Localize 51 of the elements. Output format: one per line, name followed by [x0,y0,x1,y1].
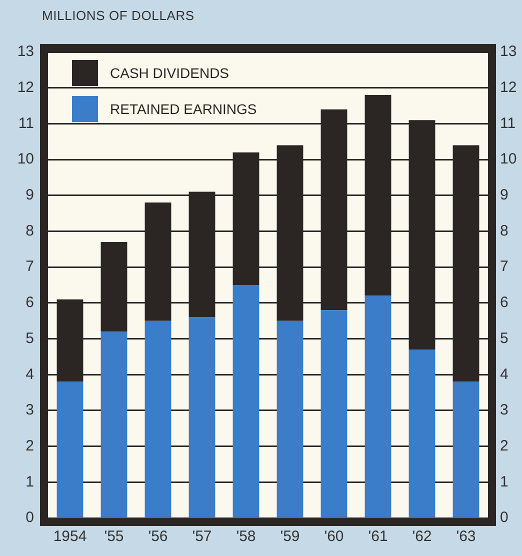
bar [452,382,480,518]
legend-label: RETAINED EARNINGS [110,100,257,117]
y-tick-label: 11 [18,114,34,132]
y-tick-label: 1 [26,473,34,490]
y-tick-label: 2 [26,437,34,454]
x-tick-label: '59 [280,528,300,546]
y-tick-label: 0 [26,509,34,526]
y-tick-label: 13 [17,43,34,60]
y-tick-label: 3 [26,402,34,419]
x-tick-label: 1954 [53,528,87,546]
y2-tick-label: 12 [500,78,517,96]
y2-tick-label: 0 [500,509,508,526]
bar [144,320,172,518]
y-tick-label: 12 [17,78,34,96]
bar [100,332,128,518]
x-tick-label: '58 [236,528,256,546]
bar [276,320,304,518]
x-tick-label: '56 [148,528,168,546]
y-tick-label: 7 [26,258,34,276]
y-tick-label: 5 [26,330,34,347]
bar [56,382,84,518]
bar [232,285,260,518]
y-tick-label: 4 [26,366,34,383]
y2-tick-label: 9 [500,186,508,204]
bar [320,310,348,518]
y2-tick-label: 1 [500,473,508,490]
y2-tick-label: 7 [500,258,508,276]
y2-tick-label: 11 [500,114,516,132]
y2-tick-label: 3 [500,402,508,419]
y2-tick-label: 2 [500,437,508,454]
x-tick-label: '57 [192,528,212,546]
bar [364,296,392,518]
x-tick-label: '60 [324,528,344,546]
y2-tick-label: 5 [500,330,508,347]
y2-tick-label: 10 [500,150,517,168]
y2-tick-label: 6 [500,294,508,312]
y-tick-label: 8 [26,222,34,240]
y-tick-label: 10 [17,150,34,168]
y-tick-label: 6 [26,294,34,312]
x-tick-label: '62 [412,528,432,546]
bar [188,317,216,518]
y-axis-title: MILLIONS OF DOLLARS [42,8,194,23]
y2-tick-label: 4 [500,366,508,383]
x-tick-label: '55 [104,528,124,546]
y2-tick-label: 13 [500,43,517,60]
y2-tick-label: 8 [500,222,508,240]
x-tick-label: '61 [368,528,388,546]
y-tick-label: 9 [26,186,34,204]
legend-label: CASH DIVIDENDS [110,64,230,81]
x-tick-label: '63 [456,528,476,546]
bar [408,350,436,518]
